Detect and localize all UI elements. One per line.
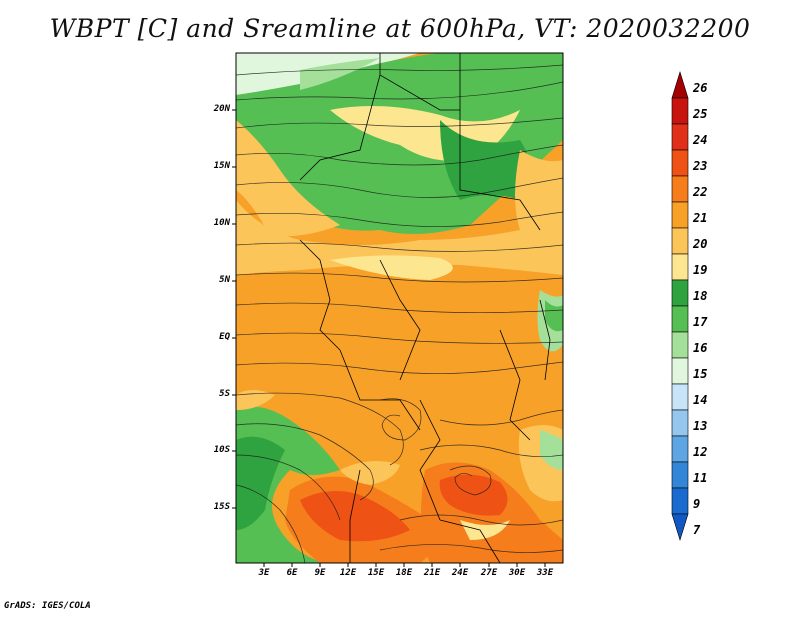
lat-tick-label: 15S <box>213 502 230 512</box>
colorbar-label: 13 <box>693 419 708 433</box>
colorbar-label: 24 <box>693 133 708 147</box>
colorbar-label: 11 <box>693 471 708 485</box>
lon-tick-label: 33E <box>536 568 554 578</box>
lat-tick-label: 5N <box>219 275 230 285</box>
lat-tick-label: EQ <box>219 332 230 342</box>
colorbar-label: 9 <box>693 497 701 511</box>
lon-tick-label: 24E <box>451 568 469 578</box>
colorbar-label: 18 <box>693 289 708 303</box>
colorbar-label: 26 <box>693 81 708 95</box>
colorbar-label: 17 <box>693 315 708 329</box>
colorbar-label: 20 <box>693 237 708 251</box>
colorbar-label: 19 <box>693 263 708 277</box>
lon-tick-label: 21E <box>423 568 441 578</box>
colorbar-segment <box>671 97 689 125</box>
colorbar <box>671 70 689 542</box>
colorbar-label: 21 <box>693 211 708 225</box>
colorbar-segment <box>671 253 689 281</box>
colorbar-segment <box>671 279 689 307</box>
lon-tick-label: 30E <box>508 568 526 578</box>
colorbar-segment <box>671 409 689 437</box>
lon-tick-label: 27E <box>480 568 498 578</box>
colorbar-segment <box>671 227 689 255</box>
lon-tick-label: 15E <box>367 568 385 578</box>
map-field <box>236 53 563 563</box>
colorbar-label: 15 <box>693 367 708 381</box>
lat-tick-label: 10N <box>213 218 230 228</box>
lat-tick-label: 10S <box>213 445 230 455</box>
colorbar-label: 12 <box>693 445 708 459</box>
map-frame <box>232 52 564 567</box>
colorbar-cap-bottom <box>671 513 689 542</box>
colorbar-segment <box>671 123 689 151</box>
colorbar-segment <box>671 201 689 229</box>
lat-tick-label: 20N <box>213 104 230 114</box>
colorbar-segment <box>671 305 689 333</box>
lat-tick-label: 5S <box>219 389 230 399</box>
lon-tick-label: 9E <box>314 568 326 578</box>
colorbar-label: 16 <box>693 341 708 355</box>
lon-tick-label: 12E <box>339 568 357 578</box>
lon-tick-label: 18E <box>395 568 413 578</box>
colorbar-segment <box>671 175 689 203</box>
chart-title: WBPT [C] and Sreamline at 600hPa, VT: 20… <box>49 14 751 43</box>
colorbar-segment <box>671 357 689 385</box>
colorbar-segment <box>671 461 689 489</box>
colorbar-segment <box>671 487 689 515</box>
credit-label: GrADS: IGES/COLA <box>4 601 91 611</box>
lon-tick-label: 3E <box>258 568 270 578</box>
colorbar-segment <box>671 383 689 411</box>
colorbar-segment <box>671 149 689 177</box>
colorbar-segment <box>671 435 689 463</box>
colorbar-label: 7 <box>693 523 701 537</box>
colorbar-label: 14 <box>693 393 708 407</box>
colorbar-segment <box>671 331 689 359</box>
colorbar-label: 22 <box>693 185 708 199</box>
colorbar-label: 25 <box>693 107 708 121</box>
lon-tick-label: 6E <box>286 568 298 578</box>
lat-tick-label: 15N <box>213 161 230 171</box>
colorbar-label: 23 <box>693 159 708 173</box>
colorbar-cap-top <box>671 70 689 99</box>
